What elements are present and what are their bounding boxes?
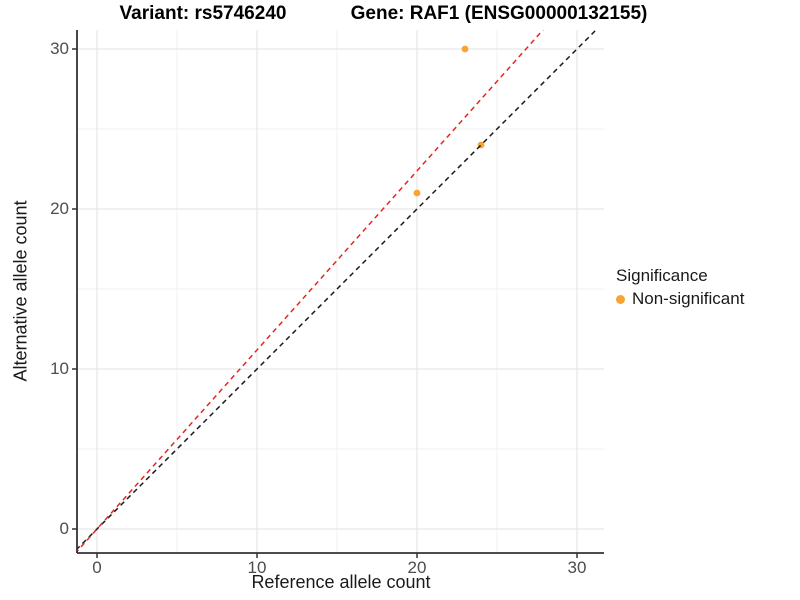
x-axis-title: Reference allele count: [251, 572, 431, 592]
legend-item: Non-significant: [616, 289, 744, 309]
y-tick-label: 20: [50, 199, 69, 218]
x-tick-label: 20: [407, 558, 427, 577]
data-point: [461, 45, 469, 53]
y-axis-title: Alternative allele count: [10, 200, 31, 382]
data-point: [413, 189, 421, 197]
identity-line: [77, 30, 598, 551]
legend-title: Significance: [616, 266, 708, 285]
y-tick-label: 10: [50, 359, 69, 378]
legend: Significance Non-significant: [616, 266, 744, 309]
legend-point-icon: [616, 294, 625, 304]
x-tick-label: 30: [567, 558, 587, 577]
x-tick-label: 10: [247, 558, 267, 577]
variant-title: Variant: rs5746240: [119, 3, 287, 24]
allelic-ratio-line: [77, 30, 544, 553]
legend-item-label: Non-significant: [632, 289, 745, 308]
gene-title: Gene: RAF1 (ENSG00000132155): [350, 3, 648, 24]
x-tick-label: 0: [92, 558, 102, 577]
y-tick-label: 30: [50, 39, 69, 58]
y-tick-label: 0: [59, 519, 69, 538]
